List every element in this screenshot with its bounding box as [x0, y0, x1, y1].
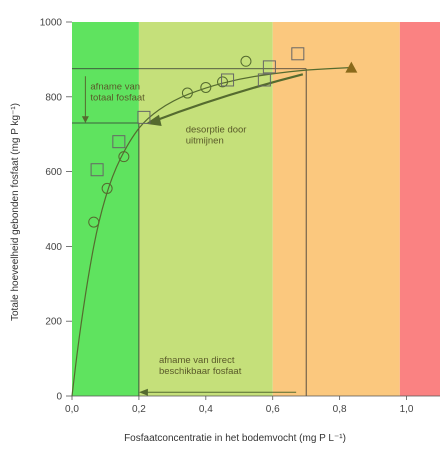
guide-lines — [72, 68, 307, 396]
square-point-0 — [90, 163, 104, 177]
square-point-6 — [291, 47, 305, 61]
annotations: afname van totaal fosfaat desorptie door ui… — [90, 81, 246, 377]
arrow-total-head — [81, 116, 89, 123]
circle-point-4 — [200, 81, 212, 93]
x-tick-label: 0,2 — [132, 404, 146, 415]
annotation-line: beschikbaar fosfaat — [159, 366, 242, 377]
circle-point-5 — [217, 76, 229, 88]
arrow-available-head — [138, 388, 148, 396]
square-point-4 — [257, 73, 271, 87]
circle-point-0 — [88, 216, 100, 228]
circle-point-2 — [118, 151, 130, 163]
axes: 0,0 0,2 0,4 0,6 0,8 1,0 0 200 400 600 800 1000 — [40, 18, 440, 415]
annotation-0: afname van totaal fosfaat — [90, 81, 145, 103]
x-axis-title: Fosfaatconcentratie in het bodemvocht (m… — [124, 433, 346, 444]
circle-point-3 — [181, 87, 193, 99]
y-tick-label: 600 — [45, 167, 62, 178]
y-tick-label: 0 — [56, 392, 62, 403]
annotation-line: afname van direct — [159, 355, 235, 366]
square-point-5 — [262, 60, 276, 74]
annotation-2: afname van direct beschikbaar fosfaat — [159, 355, 242, 377]
square-point-3 — [221, 73, 235, 87]
annotation-line: uitmijnen — [186, 135, 224, 146]
triangle-point-0 — [345, 61, 358, 73]
band-3 — [399, 22, 440, 396]
x-tick-label: 0,6 — [266, 404, 280, 415]
y-tick-label: 400 — [45, 242, 62, 253]
x-tick-label: 0,8 — [333, 404, 347, 415]
band-0 — [72, 22, 139, 396]
arrow-desorption-shaft — [153, 73, 304, 123]
annotation-1: desorptie door uitmijnen — [186, 124, 247, 146]
square-point-1 — [112, 135, 126, 149]
y-tick-label: 200 — [45, 317, 62, 328]
band-2 — [272, 22, 400, 396]
y-tick-label: 800 — [45, 92, 62, 103]
x-tick-label: 1,0 — [400, 404, 414, 415]
band-1 — [138, 22, 273, 396]
y-axis-title: Totale hoeveelheid gebonden fosfaat (mg … — [10, 103, 21, 321]
annotation-line: desorptie door — [186, 124, 247, 135]
concentration-bands — [72, 22, 440, 396]
circle-point-1 — [101, 182, 113, 194]
y-tick-label: 1000 — [40, 18, 63, 29]
data-points — [88, 47, 358, 228]
x-tick-label: 0,4 — [199, 404, 213, 415]
annotation-line: totaal fosfaat — [90, 92, 145, 103]
square-point-2 — [137, 110, 151, 124]
annotation-arrows — [81, 73, 304, 396]
x-tick-label: 0,0 — [65, 404, 79, 415]
annotation-line: afname van — [90, 81, 140, 92]
circle-point-6 — [240, 55, 252, 67]
sorption-curve — [71, 67, 350, 397]
